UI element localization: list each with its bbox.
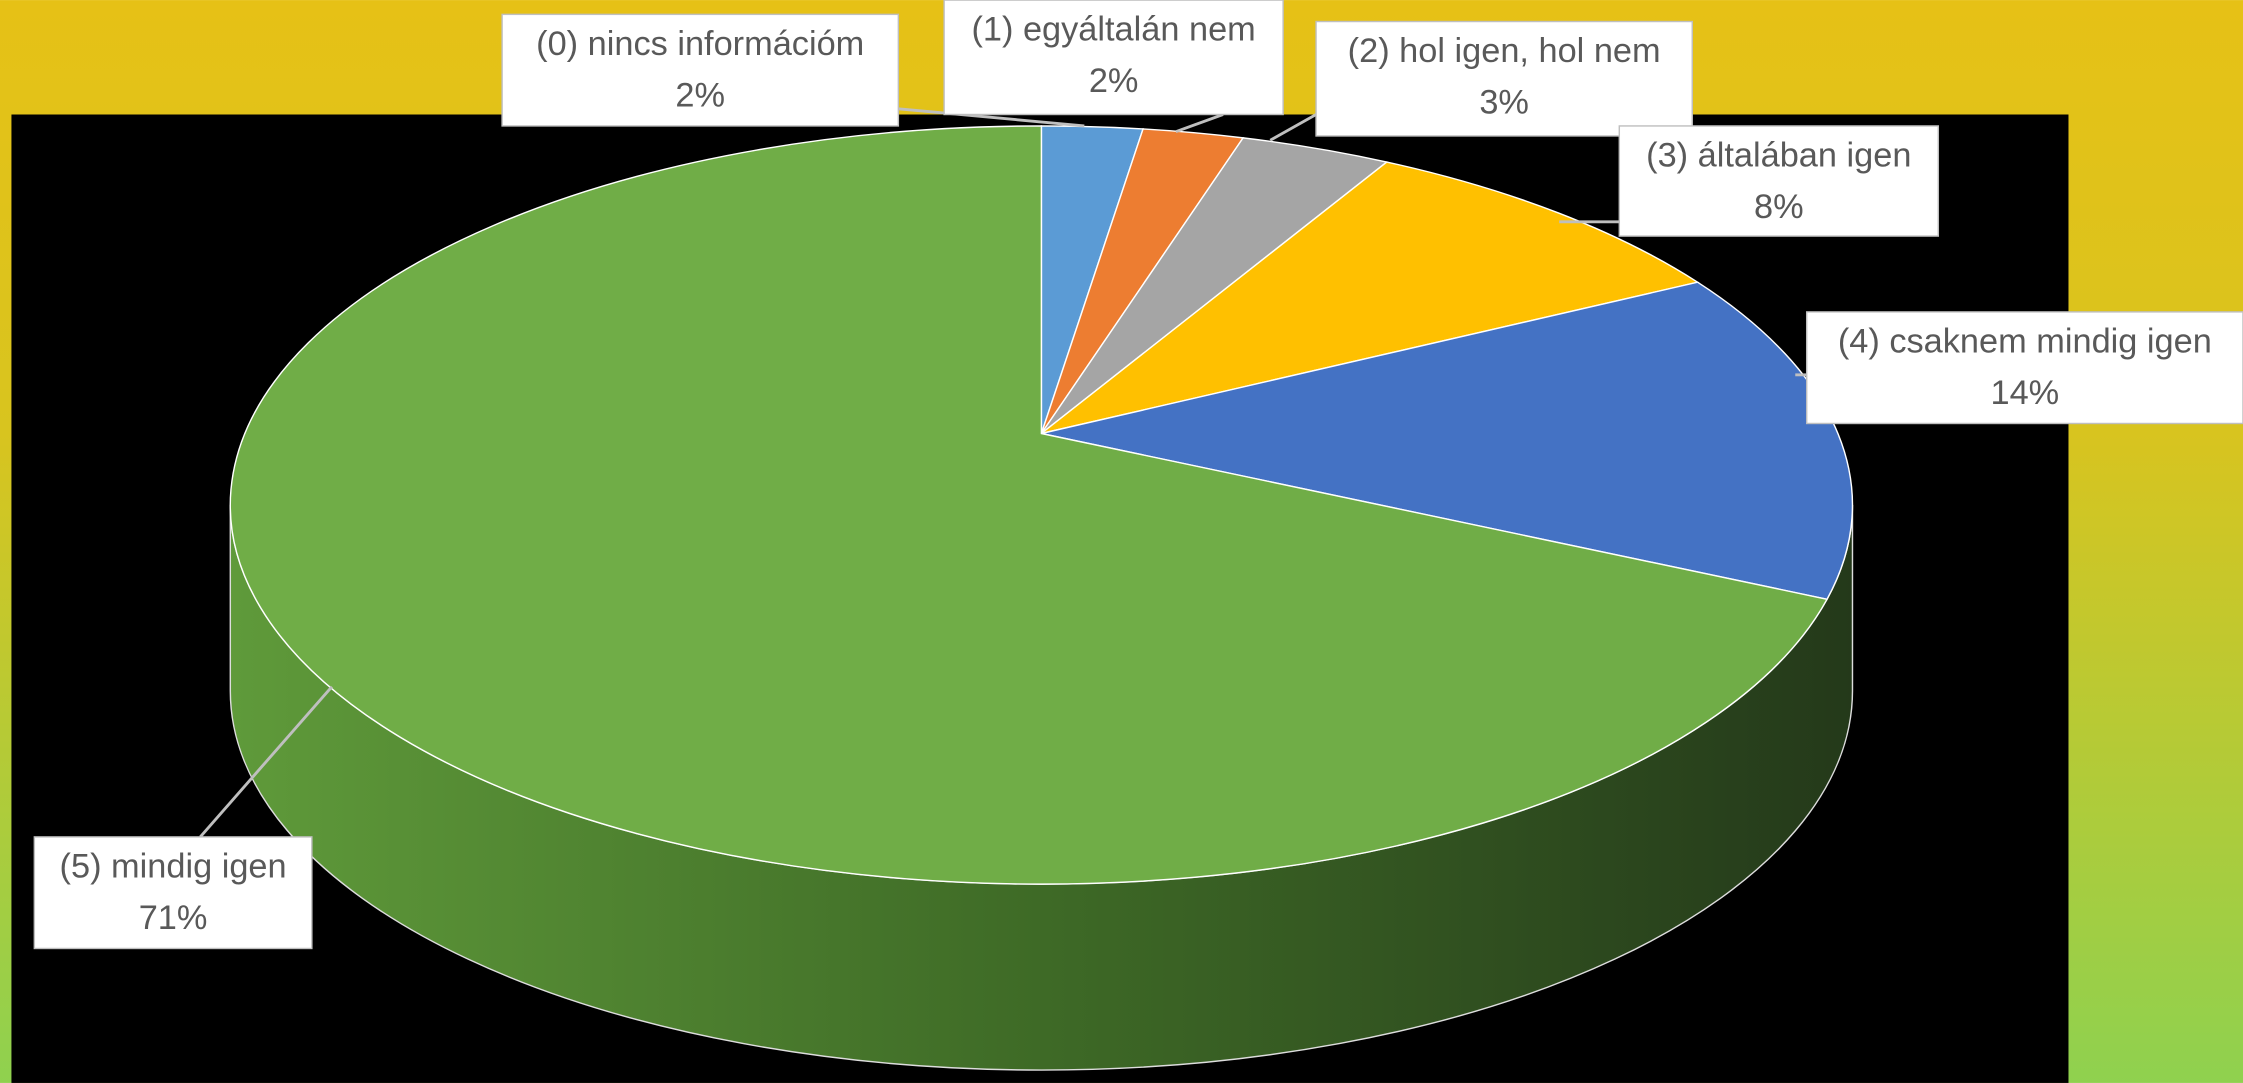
value-label: 3% xyxy=(1479,84,1529,122)
pie xyxy=(229,125,1854,1071)
pie-slice xyxy=(1041,281,1854,601)
leader-line xyxy=(1269,113,1317,142)
category-label: (1) egyáltalán nem xyxy=(971,11,1255,49)
leader-line xyxy=(199,685,333,838)
label-box xyxy=(1315,20,1693,137)
category-label: (4) csaknem mindig igen xyxy=(1838,322,2212,360)
label-box xyxy=(33,836,313,950)
category-label: (0) nincs információm xyxy=(536,25,864,63)
labels: (0) nincs információm 2% (1) egyáltalán ne… xyxy=(33,0,2243,950)
label-box xyxy=(1805,311,2243,425)
value-label: 71% xyxy=(139,899,208,937)
pie-slice xyxy=(229,125,1829,885)
label-box xyxy=(1618,125,1940,237)
value-label: 2% xyxy=(1089,62,1139,100)
category-label: (2) hol igen, hol nem xyxy=(1348,32,1661,70)
label-box xyxy=(943,0,1284,116)
value-label: 14% xyxy=(1990,374,2059,412)
leader-line xyxy=(1175,113,1224,134)
value-label: 8% xyxy=(1754,188,1804,226)
category-label: (3) általában igen xyxy=(1646,136,1911,174)
pie-slice xyxy=(1040,161,1700,435)
category-label: (5) mindig igen xyxy=(60,847,287,885)
value-label: 2% xyxy=(675,76,725,114)
leader-line xyxy=(898,107,1085,128)
label-box xyxy=(501,13,900,127)
